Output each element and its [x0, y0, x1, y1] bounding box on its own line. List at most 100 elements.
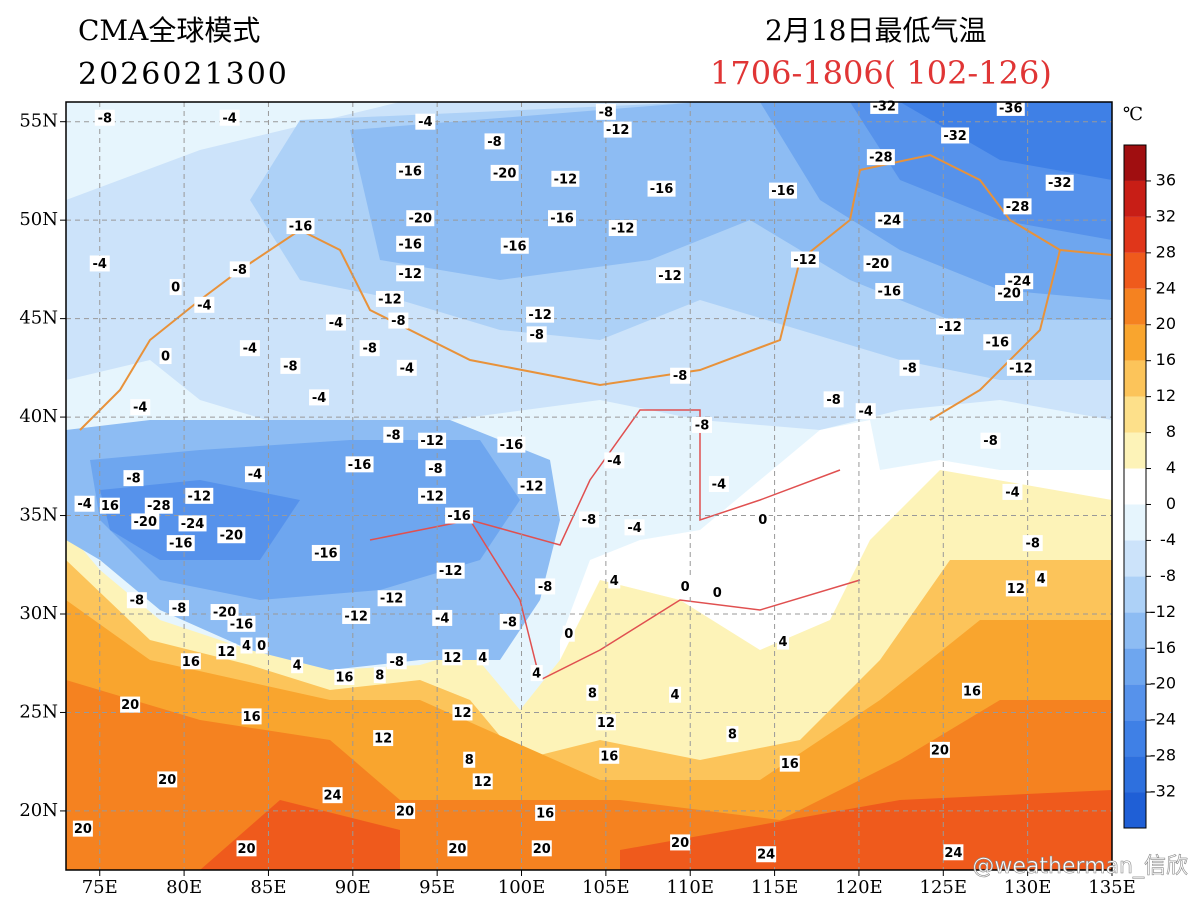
contour-label: -12	[1009, 361, 1033, 376]
contour-label: -12	[398, 267, 422, 282]
contour-label-box	[396, 162, 425, 179]
x-tick-label: 120E	[835, 877, 883, 898]
contour-label: 8	[728, 728, 737, 743]
contour-label: -28	[869, 151, 893, 166]
contour-label-box	[166, 535, 195, 552]
contour-label: -8	[983, 434, 997, 449]
contour-label-box	[219, 109, 240, 126]
x-tick-label: 80E	[166, 877, 202, 898]
contour-label: 4	[610, 574, 619, 589]
contour-label-box	[961, 682, 982, 699]
contour-label-box	[1006, 359, 1035, 376]
contour-label-box	[875, 283, 904, 300]
colorbar-bin	[1124, 252, 1146, 289]
contour-label-box	[322, 787, 343, 804]
contour-label: 4	[1037, 572, 1046, 587]
contour-label: -16	[289, 220, 313, 235]
contour-label: 8	[588, 686, 597, 701]
y-tick-label: 20N	[19, 800, 58, 821]
contour-label-box	[472, 773, 493, 790]
colorbar-bin	[1124, 792, 1146, 828]
contour-label: -8	[1025, 537, 1039, 552]
contour-label-box	[899, 359, 920, 376]
contour-label-box	[436, 562, 465, 579]
contour-label: 12	[217, 645, 235, 660]
contour-label-box	[1022, 535, 1043, 552]
colorbar-bin	[1124, 432, 1146, 469]
contour-label: 0	[171, 281, 180, 296]
contour-label-box	[442, 649, 463, 666]
contour-label-box	[123, 470, 144, 487]
contour-label: -32	[872, 99, 896, 114]
contour-label: -12	[420, 489, 444, 504]
contour-label: -16	[447, 509, 471, 524]
colorbar-tick-label: -12	[1150, 602, 1176, 621]
contour-label-box	[983, 334, 1012, 351]
contour-label-box	[144, 497, 173, 514]
contour-label: -20	[134, 515, 158, 530]
contour-label: 16	[243, 710, 261, 725]
contour-label-box	[395, 802, 416, 819]
contour-label-box	[216, 643, 237, 660]
colorbar-tick-label: 4	[1166, 458, 1176, 477]
contour-label-box	[169, 279, 182, 296]
colorbar-tick-label: -24	[1150, 710, 1176, 729]
contour-label-box	[647, 180, 676, 197]
contour-label-box	[530, 665, 543, 682]
contour-label: -4	[607, 454, 621, 469]
contour-label-box	[94, 109, 115, 126]
contour-label: 16	[101, 499, 119, 514]
contour-label-box	[244, 466, 265, 483]
contour-label-box	[708, 476, 729, 493]
contour-label: -16	[986, 336, 1010, 351]
contour-label: 16	[781, 757, 799, 772]
contour-label-box	[777, 633, 790, 650]
contour-label-box	[756, 511, 769, 528]
contour-label: 8	[375, 669, 384, 684]
contour-label: -4	[435, 611, 449, 626]
contour-label-box	[194, 296, 215, 313]
colorbar-tick-label: 28	[1156, 242, 1176, 261]
contour-label-box	[670, 834, 691, 851]
contour-label: -16	[398, 237, 422, 252]
contour-label: -12	[380, 592, 404, 607]
contour-label-box	[941, 127, 970, 144]
contour-label: -4	[248, 468, 262, 483]
contour-label-box	[425, 460, 446, 477]
contour-label: -8	[599, 105, 613, 120]
contour-label: -4	[712, 478, 726, 493]
contour-label-box	[396, 359, 417, 376]
colorbar-frame	[1123, 144, 1147, 829]
contour-label-box	[756, 846, 777, 863]
x-tick-label: 85E	[250, 877, 286, 898]
colorbar-tick-label: -16	[1150, 638, 1176, 657]
contour-label-box	[655, 267, 684, 284]
contour-label-box	[334, 669, 355, 686]
contour-label: 20	[931, 743, 949, 758]
contour-label-box	[418, 432, 447, 449]
contour-label-box	[779, 755, 800, 772]
contour-label: -8	[391, 314, 405, 329]
x-tick-label: 110E	[666, 877, 714, 898]
x-tick-label: 95E	[419, 877, 455, 898]
contour-label: -12	[658, 269, 682, 284]
colorbar-tick-label: -20	[1150, 674, 1176, 693]
contour-label-box	[325, 314, 346, 331]
contour-label-box	[375, 290, 404, 307]
colorbar-tick-label: 24	[1156, 278, 1176, 297]
contour-label: 16	[536, 806, 554, 821]
contour-label: -24	[181, 517, 205, 532]
contour-label: 12	[1007, 582, 1025, 597]
contour-label-box	[99, 497, 120, 514]
contour-label-box	[229, 261, 250, 278]
contour-label: -36	[999, 101, 1023, 116]
map-frame	[65, 101, 1113, 871]
contour-label: -4	[858, 405, 872, 420]
contour-label-box	[624, 519, 645, 536]
contour-label-box	[548, 210, 577, 227]
colorbar-tick-label: 16	[1156, 350, 1176, 369]
contour-label: -4	[243, 342, 257, 357]
contour-label-box	[452, 704, 473, 721]
contour-label: -4	[93, 257, 107, 272]
contour-label-box	[255, 637, 268, 654]
